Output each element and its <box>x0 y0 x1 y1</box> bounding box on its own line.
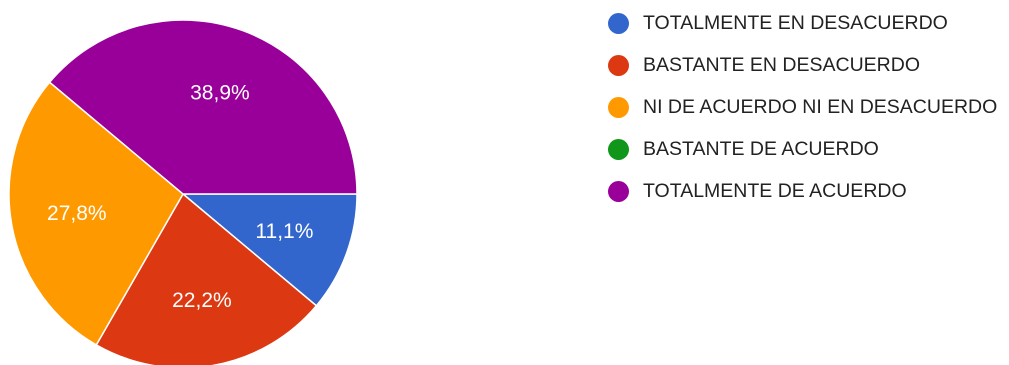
legend-item-2[interactable]: BASTANTE EN DESACUERDO <box>608 52 1008 82</box>
pie-slice-2[interactable] <box>95 192 318 365</box>
legend-swatch-1 <box>608 13 629 34</box>
legend-label-1: TOTALMENTE EN DESACUERDO <box>643 12 948 34</box>
slice-value-label-2: 22,2% <box>172 289 232 312</box>
slice-value-label-1: 11,1% <box>255 220 313 243</box>
legend-swatch-5 <box>608 181 629 202</box>
legend-item-5[interactable]: TOTALMENTE DE ACUERDO <box>608 178 1008 208</box>
pie-slice-5[interactable] <box>48 19 358 195</box>
slice-value-label-3: 27,8% <box>47 202 107 225</box>
pie-slice-1[interactable] <box>180 193 358 307</box>
pie-slice-3[interactable] <box>8 81 184 346</box>
legend-swatch-4 <box>608 139 629 160</box>
legend-swatch-3 <box>608 97 629 118</box>
legend-label-5: TOTALMENTE DE ACUERDO <box>643 180 907 202</box>
legend-swatch-2 <box>608 55 629 76</box>
pie-plot-area: 11,1% 22,2% 27,8% 38,9% <box>8 19 358 365</box>
slice-value-label-5: 38,9% <box>190 82 250 105</box>
chart-legend: TOTALMENTE EN DESACUERDO BASTANTE EN DESA… <box>608 10 1008 220</box>
legend-label-4: BASTANTE DE ACUERDO <box>643 138 879 160</box>
legend-item-3[interactable]: NI DE ACUERDO NI EN DESACUERDO <box>608 94 1008 124</box>
legend-item-4[interactable]: BASTANTE DE ACUERDO <box>608 136 1008 166</box>
legend-item-1[interactable]: TOTALMENTE EN DESACUERDO <box>608 10 1008 40</box>
legend-label-3: NI DE ACUERDO NI EN DESACUERDO <box>643 96 998 118</box>
legend-label-2: BASTANTE EN DESACUERDO <box>643 54 921 76</box>
